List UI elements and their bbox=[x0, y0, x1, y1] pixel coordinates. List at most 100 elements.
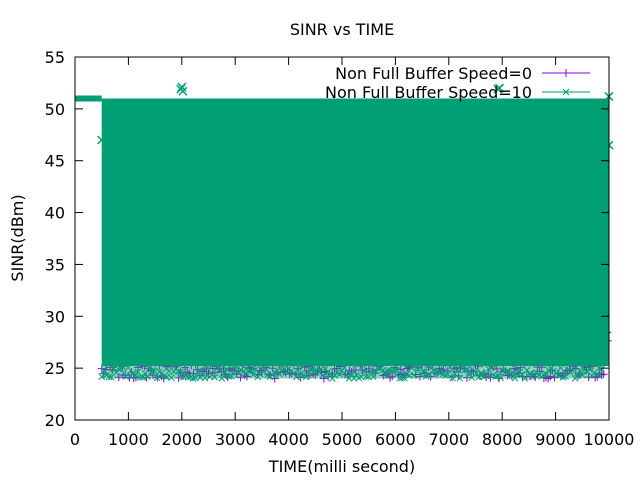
axes-layer: 0 1000 2000 3000 4000 5000 6000 7000 8000 9000 100… bbox=[45, 48, 635, 449]
x-tick-label: 7000 bbox=[428, 430, 469, 449]
speed10-point bbox=[341, 364, 348, 372]
speed10-point bbox=[504, 367, 512, 375]
speed0-point bbox=[114, 373, 123, 382]
speed10-point bbox=[413, 364, 420, 372]
speed10-point bbox=[144, 373, 151, 380]
speed10-point bbox=[122, 372, 130, 380]
speed10-point bbox=[497, 374, 504, 382]
speed10-point bbox=[559, 373, 567, 381]
speed10-point bbox=[259, 363, 267, 371]
speed0-point bbox=[443, 367, 452, 376]
speed10-point bbox=[232, 364, 240, 371]
speed10-point bbox=[276, 370, 283, 378]
legend-marker bbox=[562, 69, 570, 77]
speed10-point bbox=[235, 369, 243, 377]
speed10-point bbox=[225, 373, 233, 380]
speed10-point bbox=[312, 368, 319, 376]
speed10-point bbox=[146, 364, 154, 371]
speed10-point bbox=[249, 371, 257, 378]
speed10-point bbox=[523, 366, 531, 374]
speed10-point bbox=[417, 370, 425, 378]
x-tick-label: 2000 bbox=[161, 430, 202, 449]
x-tick-label: 10000 bbox=[584, 430, 635, 449]
speed10-point bbox=[576, 367, 584, 375]
chart-title: SINR vs TIME bbox=[290, 20, 394, 39]
speed10-point bbox=[396, 374, 404, 382]
speed10-point bbox=[216, 366, 223, 374]
speed10-point bbox=[374, 363, 382, 371]
speed10-point bbox=[148, 367, 156, 375]
speed10-point bbox=[98, 373, 106, 381]
speed10-point bbox=[415, 364, 423, 372]
speed0-point bbox=[492, 364, 501, 373]
speed10-point bbox=[494, 83, 505, 93]
speed0-point bbox=[242, 372, 251, 381]
speed10-point bbox=[309, 364, 317, 372]
speed10-point bbox=[542, 370, 550, 378]
speed10-point bbox=[110, 365, 118, 373]
series-speed10-dense-band bbox=[101, 98, 609, 367]
speed10-point bbox=[393, 366, 401, 374]
speed10-point bbox=[554, 371, 562, 379]
speed10-point bbox=[386, 367, 394, 374]
speed10-point bbox=[194, 368, 202, 376]
speed10-point bbox=[446, 363, 454, 371]
speed10-point bbox=[326, 370, 334, 378]
speed10-point bbox=[420, 367, 428, 375]
legend-label: Non Full Buffer Speed=10 bbox=[325, 83, 532, 102]
speed0-point bbox=[358, 366, 367, 375]
speed0-point bbox=[546, 372, 555, 381]
speed10-point bbox=[463, 366, 471, 374]
speed10-point bbox=[365, 373, 372, 381]
speed0-point bbox=[597, 370, 606, 379]
speed10-point bbox=[247, 367, 255, 375]
speed10-point bbox=[456, 374, 464, 382]
speed10-point bbox=[201, 374, 209, 382]
speed0-point bbox=[364, 364, 373, 373]
y-tick-label: 25 bbox=[45, 359, 65, 378]
speed10-point bbox=[105, 373, 113, 381]
data-layer bbox=[75, 82, 614, 383]
speed0-point bbox=[415, 372, 424, 381]
speed10-point bbox=[511, 374, 519, 382]
speed0-point bbox=[257, 367, 266, 376]
speed0-point bbox=[591, 373, 600, 382]
speed10-point bbox=[211, 373, 218, 381]
speed10-point bbox=[398, 374, 406, 382]
speed10-point bbox=[220, 370, 228, 377]
speed10-point bbox=[410, 371, 418, 379]
speed10-point bbox=[168, 374, 175, 382]
series-speed10-markers bbox=[97, 82, 614, 382]
speed10-point bbox=[204, 364, 211, 372]
speed10-point bbox=[441, 371, 449, 379]
speed10-point bbox=[482, 372, 490, 379]
speed10-point bbox=[444, 371, 452, 378]
speed10-point bbox=[319, 372, 327, 379]
speed0-point bbox=[460, 364, 469, 373]
speed10-point bbox=[557, 364, 565, 372]
x-tick-label: 6000 bbox=[375, 430, 416, 449]
speed10-point bbox=[598, 365, 605, 373]
speed10-point bbox=[100, 367, 108, 375]
speed10-point bbox=[372, 367, 379, 375]
x-tick-label: 9000 bbox=[535, 430, 576, 449]
speed10-point bbox=[487, 364, 495, 372]
speed10-point bbox=[466, 370, 473, 378]
speed10-point bbox=[141, 370, 149, 377]
x-tick-label: 3000 bbox=[215, 430, 256, 449]
legend-marker bbox=[562, 88, 570, 96]
legend-label: Non Full Buffer Speed=0 bbox=[335, 64, 532, 83]
speed0-point bbox=[386, 373, 395, 382]
speed10-point bbox=[295, 364, 303, 372]
speed10-point bbox=[292, 373, 300, 381]
y-tick-label: 20 bbox=[45, 411, 65, 430]
speed10-point bbox=[336, 371, 343, 378]
y-tick-label: 30 bbox=[45, 307, 65, 326]
speed10-point bbox=[461, 366, 468, 374]
x-tick-label: 1000 bbox=[108, 430, 149, 449]
speed10-point bbox=[134, 368, 142, 376]
speed10-point bbox=[244, 367, 252, 375]
speed10-point bbox=[136, 374, 144, 381]
speed10-point bbox=[321, 365, 329, 372]
